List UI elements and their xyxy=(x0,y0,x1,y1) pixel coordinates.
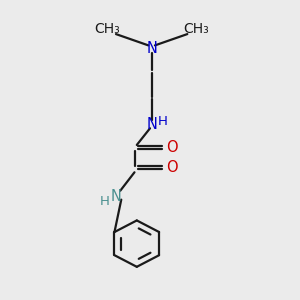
Text: N: N xyxy=(146,41,157,56)
Text: CH₃: CH₃ xyxy=(183,22,209,36)
Text: N: N xyxy=(110,189,122,204)
Text: CH₃: CH₃ xyxy=(94,22,120,36)
Text: O: O xyxy=(166,140,178,154)
Text: O: O xyxy=(166,160,178,175)
Text: H: H xyxy=(100,195,110,208)
Text: H: H xyxy=(157,115,167,128)
Text: N: N xyxy=(146,117,157,132)
